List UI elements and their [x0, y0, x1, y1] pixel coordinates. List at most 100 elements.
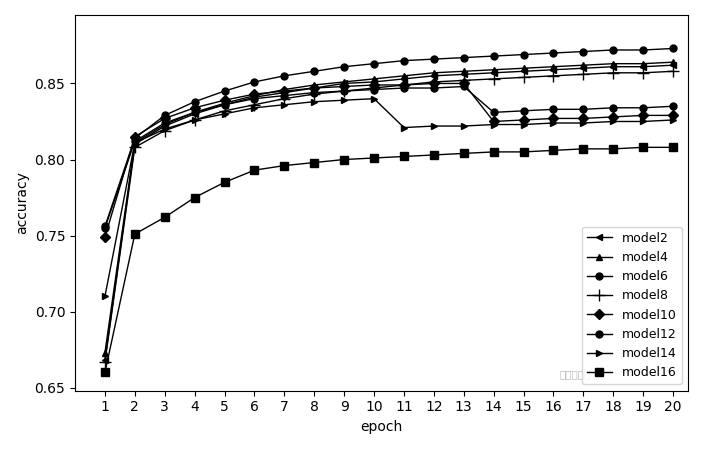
- Line: model2: model2: [101, 62, 676, 364]
- model6: [340, 64, 349, 70]
- model10: [489, 119, 498, 124]
- model14: [191, 117, 199, 123]
- model12: [160, 120, 169, 126]
- model2: [609, 64, 617, 70]
- model2: [430, 73, 438, 79]
- model6: [400, 58, 408, 63]
- model10: [131, 134, 139, 139]
- model10: [310, 85, 318, 91]
- model16: [520, 149, 528, 154]
- model8: [191, 117, 199, 123]
- model6: [579, 49, 588, 54]
- model14: [160, 126, 169, 132]
- model10: [549, 116, 557, 121]
- model2: [310, 85, 318, 91]
- model12: [549, 106, 557, 112]
- model6: [489, 53, 498, 59]
- model16: [669, 145, 677, 150]
- model14: [370, 96, 378, 101]
- model14: [549, 120, 557, 126]
- model8: [460, 78, 468, 83]
- model8: [160, 128, 169, 133]
- model16: [400, 154, 408, 159]
- model4: [549, 64, 557, 70]
- model8: [101, 359, 109, 365]
- model8: [280, 96, 288, 101]
- model4: [280, 87, 288, 92]
- model4: [340, 79, 349, 84]
- model8: [579, 72, 588, 77]
- model10: [191, 105, 199, 110]
- model6: [430, 57, 438, 62]
- model10: [250, 92, 259, 97]
- model16: [220, 180, 228, 185]
- model6: [639, 47, 647, 53]
- model2: [160, 123, 169, 129]
- model12: [370, 87, 378, 92]
- model16: [430, 152, 438, 158]
- model6: [520, 52, 528, 57]
- model6: [370, 61, 378, 66]
- model16: [370, 155, 378, 161]
- model10: [400, 82, 408, 88]
- model2: [191, 111, 199, 117]
- Y-axis label: accuracy: accuracy: [15, 172, 29, 234]
- model12: [131, 139, 139, 144]
- Line: model4: model4: [101, 59, 676, 356]
- model4: [310, 82, 318, 88]
- model4: [220, 101, 228, 106]
- model6: [460, 55, 468, 60]
- model2: [489, 70, 498, 75]
- model4: [101, 350, 109, 356]
- model14: [430, 123, 438, 129]
- model16: [609, 146, 617, 152]
- model14: [220, 111, 228, 117]
- model6: [669, 46, 677, 51]
- model2: [370, 79, 378, 84]
- model10: [520, 117, 528, 123]
- model16: [280, 163, 288, 168]
- model8: [250, 102, 259, 107]
- model8: [669, 69, 677, 74]
- model10: [669, 113, 677, 118]
- Line: model16: model16: [101, 143, 677, 377]
- model16: [549, 148, 557, 153]
- model12: [340, 88, 349, 94]
- model12: [489, 110, 498, 115]
- model8: [340, 88, 349, 94]
- model4: [370, 76, 378, 82]
- model14: [400, 125, 408, 130]
- model8: [639, 70, 647, 75]
- model2: [400, 76, 408, 82]
- model2: [101, 357, 109, 363]
- model10: [280, 88, 288, 94]
- model12: [520, 108, 528, 114]
- model6: [310, 69, 318, 74]
- model16: [101, 370, 109, 375]
- model12: [609, 105, 617, 110]
- model14: [460, 123, 468, 129]
- model12: [460, 84, 468, 89]
- model4: [609, 61, 617, 66]
- Legend: model2, model4, model6, model8, model10, model12, model14, model16: model2, model4, model6, model8, model10,…: [582, 227, 682, 384]
- model2: [280, 90, 288, 95]
- model4: [400, 73, 408, 79]
- model16: [639, 145, 647, 150]
- model16: [191, 195, 199, 200]
- model6: [220, 88, 228, 94]
- model8: [609, 70, 617, 75]
- Line: model8: model8: [99, 66, 678, 367]
- model16: [160, 215, 169, 220]
- model12: [430, 85, 438, 91]
- Line: model10: model10: [101, 80, 676, 241]
- model14: [489, 122, 498, 127]
- model16: [131, 231, 139, 237]
- model8: [430, 79, 438, 84]
- model16: [340, 157, 349, 162]
- model10: [220, 97, 228, 103]
- model10: [609, 114, 617, 119]
- model8: [520, 75, 528, 80]
- model14: [639, 119, 647, 124]
- model12: [250, 96, 259, 101]
- model4: [579, 62, 588, 68]
